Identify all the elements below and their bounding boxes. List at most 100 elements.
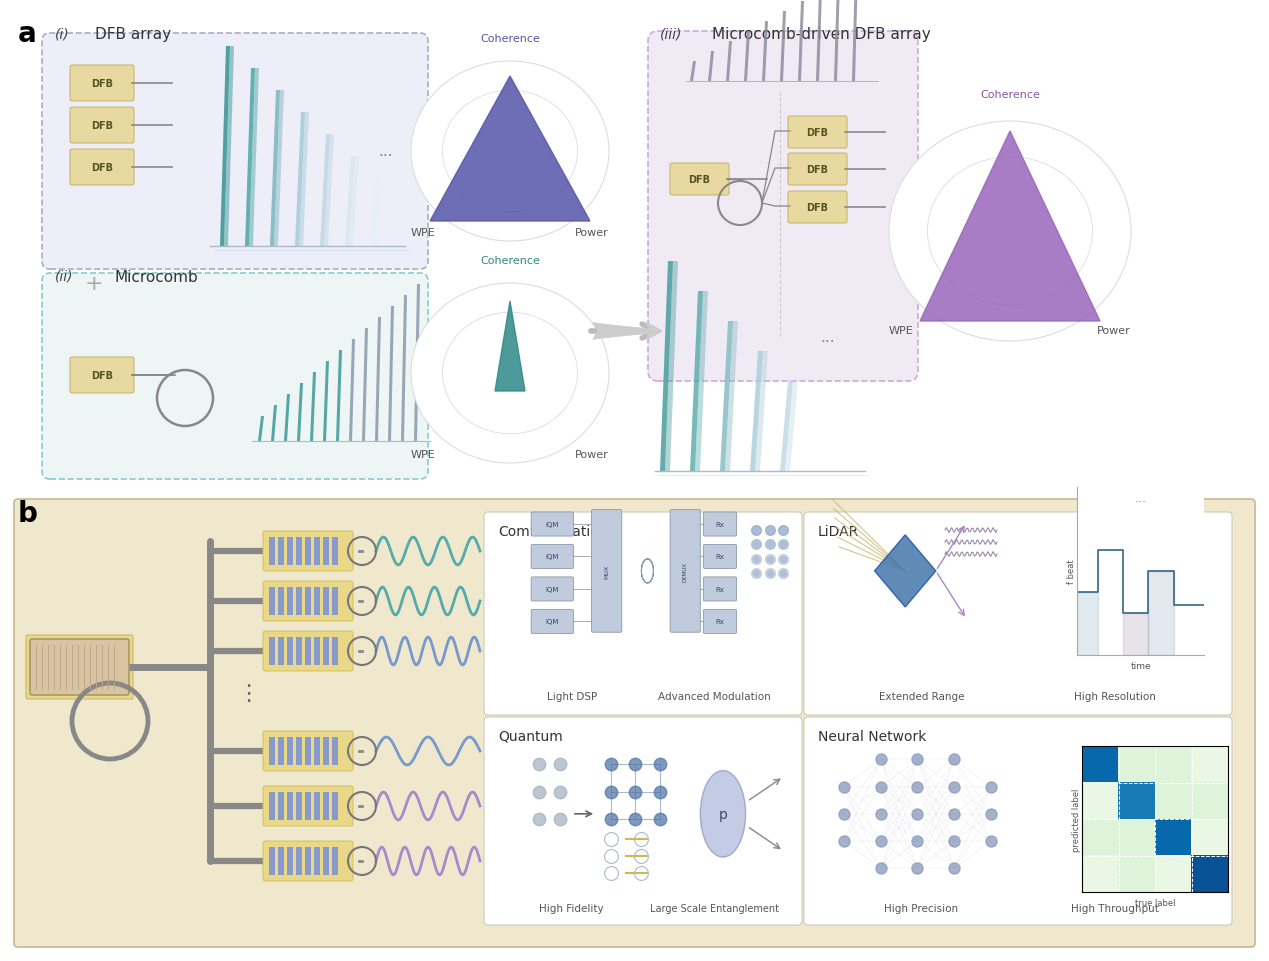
FancyBboxPatch shape xyxy=(263,631,353,672)
Ellipse shape xyxy=(700,771,746,857)
Text: IQM: IQM xyxy=(546,522,558,528)
Text: WPE: WPE xyxy=(890,325,914,335)
Text: DFB: DFB xyxy=(91,371,113,381)
Text: Coherence: Coherence xyxy=(480,256,539,266)
FancyBboxPatch shape xyxy=(305,587,311,615)
Text: DFB array: DFB array xyxy=(95,27,171,42)
Text: ⋮: ⋮ xyxy=(237,683,259,703)
FancyBboxPatch shape xyxy=(296,847,302,875)
FancyBboxPatch shape xyxy=(788,154,846,185)
FancyBboxPatch shape xyxy=(25,635,133,700)
FancyBboxPatch shape xyxy=(332,637,338,665)
FancyBboxPatch shape xyxy=(269,637,275,665)
Polygon shape xyxy=(786,382,798,472)
Polygon shape xyxy=(374,179,385,247)
FancyBboxPatch shape xyxy=(670,163,728,196)
Polygon shape xyxy=(665,261,678,472)
FancyBboxPatch shape xyxy=(287,537,293,565)
Text: Communication: Communication xyxy=(497,525,608,538)
FancyBboxPatch shape xyxy=(296,587,302,615)
Polygon shape xyxy=(851,0,858,82)
FancyBboxPatch shape xyxy=(313,537,320,565)
FancyBboxPatch shape xyxy=(278,637,284,665)
FancyBboxPatch shape xyxy=(483,717,802,925)
Text: DFB: DFB xyxy=(91,121,113,131)
Polygon shape xyxy=(376,318,381,441)
FancyBboxPatch shape xyxy=(30,639,129,695)
Polygon shape xyxy=(495,302,525,391)
Polygon shape xyxy=(720,322,733,472)
FancyBboxPatch shape xyxy=(324,792,329,820)
Polygon shape xyxy=(274,91,284,247)
X-axis label: true label: true label xyxy=(1136,898,1175,906)
Ellipse shape xyxy=(443,91,577,212)
Polygon shape xyxy=(324,361,329,441)
Polygon shape xyxy=(874,535,935,607)
Polygon shape xyxy=(362,329,368,441)
Polygon shape xyxy=(324,135,334,247)
Ellipse shape xyxy=(890,122,1131,342)
FancyBboxPatch shape xyxy=(263,581,353,622)
Y-axis label: predicted label: predicted label xyxy=(1072,788,1081,850)
Polygon shape xyxy=(744,32,750,82)
FancyBboxPatch shape xyxy=(324,847,329,875)
FancyBboxPatch shape xyxy=(670,510,700,632)
Polygon shape xyxy=(225,47,233,247)
Text: DFB: DFB xyxy=(91,79,113,89)
X-axis label: time: time xyxy=(1131,661,1151,670)
FancyBboxPatch shape xyxy=(278,737,284,765)
Text: DFB: DFB xyxy=(807,165,829,175)
FancyBboxPatch shape xyxy=(70,150,135,185)
Polygon shape xyxy=(834,0,840,82)
FancyBboxPatch shape xyxy=(805,717,1232,925)
FancyBboxPatch shape xyxy=(269,537,275,565)
FancyBboxPatch shape xyxy=(332,537,338,565)
Polygon shape xyxy=(761,22,768,82)
Text: Rx: Rx xyxy=(716,522,725,528)
Polygon shape xyxy=(310,373,316,441)
Text: LiDAR: LiDAR xyxy=(819,525,859,538)
Polygon shape xyxy=(320,135,330,247)
Polygon shape xyxy=(345,157,355,247)
Text: Coherence: Coherence xyxy=(980,90,1039,100)
FancyBboxPatch shape xyxy=(287,737,293,765)
Polygon shape xyxy=(780,382,793,472)
FancyBboxPatch shape xyxy=(313,637,320,665)
Polygon shape xyxy=(294,112,305,247)
Text: High Fidelity: High Fidelity xyxy=(539,903,604,913)
Polygon shape xyxy=(349,339,355,441)
FancyBboxPatch shape xyxy=(287,847,293,875)
Polygon shape xyxy=(690,62,695,82)
Text: DFB: DFB xyxy=(807,203,829,212)
FancyBboxPatch shape xyxy=(296,637,302,665)
FancyBboxPatch shape xyxy=(332,847,338,875)
Text: Microcomb-driven DFB array: Microcomb-driven DFB array xyxy=(712,27,930,42)
Polygon shape xyxy=(430,77,590,222)
Polygon shape xyxy=(258,416,264,441)
Polygon shape xyxy=(414,284,420,441)
Text: Light DSP: Light DSP xyxy=(547,691,596,702)
Polygon shape xyxy=(245,69,255,247)
FancyBboxPatch shape xyxy=(788,192,846,224)
Text: b: b xyxy=(18,500,38,528)
Polygon shape xyxy=(798,2,805,82)
FancyBboxPatch shape xyxy=(324,637,329,665)
Ellipse shape xyxy=(443,313,577,434)
Text: Power: Power xyxy=(575,450,609,460)
FancyBboxPatch shape xyxy=(703,610,736,634)
Text: Microcomb: Microcomb xyxy=(115,270,199,284)
Polygon shape xyxy=(297,383,303,441)
Text: Large Scale Entanglement: Large Scale Entanglement xyxy=(650,903,779,913)
Text: High Precision: High Precision xyxy=(884,903,958,913)
Text: IQM: IQM xyxy=(546,554,558,560)
FancyBboxPatch shape xyxy=(332,792,338,820)
FancyBboxPatch shape xyxy=(287,637,293,665)
Text: (i): (i) xyxy=(55,27,70,41)
Text: DFB: DFB xyxy=(807,128,829,137)
Text: Quantum: Quantum xyxy=(497,729,562,743)
Text: Coherence: Coherence xyxy=(480,34,539,44)
Polygon shape xyxy=(284,395,291,441)
Text: (ii): (ii) xyxy=(55,270,74,283)
Text: Advanced Modulation: Advanced Modulation xyxy=(657,691,770,702)
Text: +: + xyxy=(85,274,104,294)
